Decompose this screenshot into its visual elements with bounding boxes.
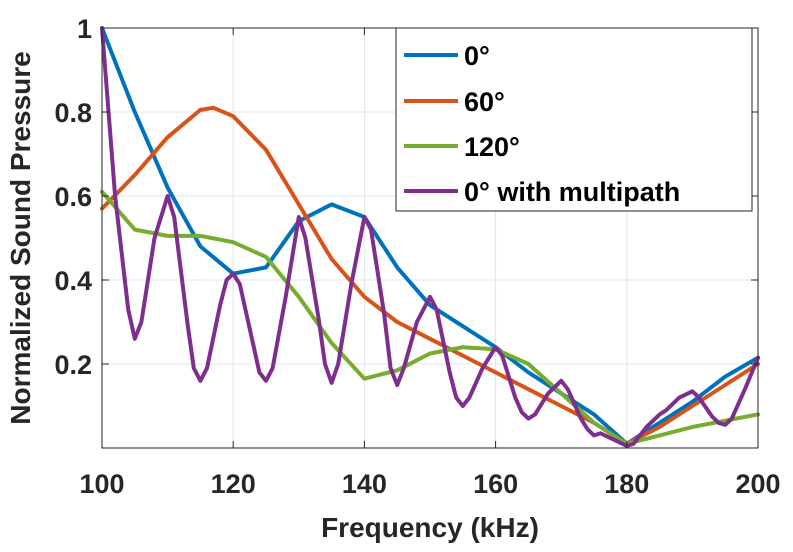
tick-labels: 100 120 140 160 180 200 0.2 0.4 0.6 0.8 1 bbox=[54, 14, 780, 499]
legend-label-120deg: 120° bbox=[464, 132, 520, 162]
x-tick-label-120: 120 bbox=[211, 469, 256, 499]
legend-label-multipath: 0° with multipath bbox=[464, 177, 680, 207]
y-tick-label-1: 1 bbox=[77, 14, 92, 44]
legend: 0° 60° 120° 0° with multipath bbox=[395, 27, 753, 212]
legend-label-0deg: 0° bbox=[464, 41, 490, 71]
y-tick-label-0-4: 0.4 bbox=[54, 266, 92, 296]
y-tick-label-0-8: 0.8 bbox=[54, 98, 92, 128]
x-tick-label-140: 140 bbox=[342, 469, 387, 499]
series-line-0 bbox=[100, 26, 760, 446]
series-line-2 bbox=[100, 189, 760, 446]
y-tick-label-0-6: 0.6 bbox=[54, 182, 92, 212]
x-tick-label-180: 180 bbox=[604, 469, 649, 499]
x-tick-label-100: 100 bbox=[79, 469, 124, 499]
legend-label-60deg: 60° bbox=[464, 87, 505, 117]
y-tick-label-0-2: 0.2 bbox=[54, 350, 92, 380]
series-layer bbox=[100, 26, 760, 448]
legend-box bbox=[395, 27, 753, 212]
y-axis-label: Normalized Sound Pressure bbox=[5, 51, 36, 424]
x-tick-label-200: 200 bbox=[735, 469, 780, 499]
x-tick-label-160: 160 bbox=[473, 469, 518, 499]
series-line-3 bbox=[100, 26, 760, 448]
x-axis-label: Frequency (kHz) bbox=[321, 512, 539, 543]
